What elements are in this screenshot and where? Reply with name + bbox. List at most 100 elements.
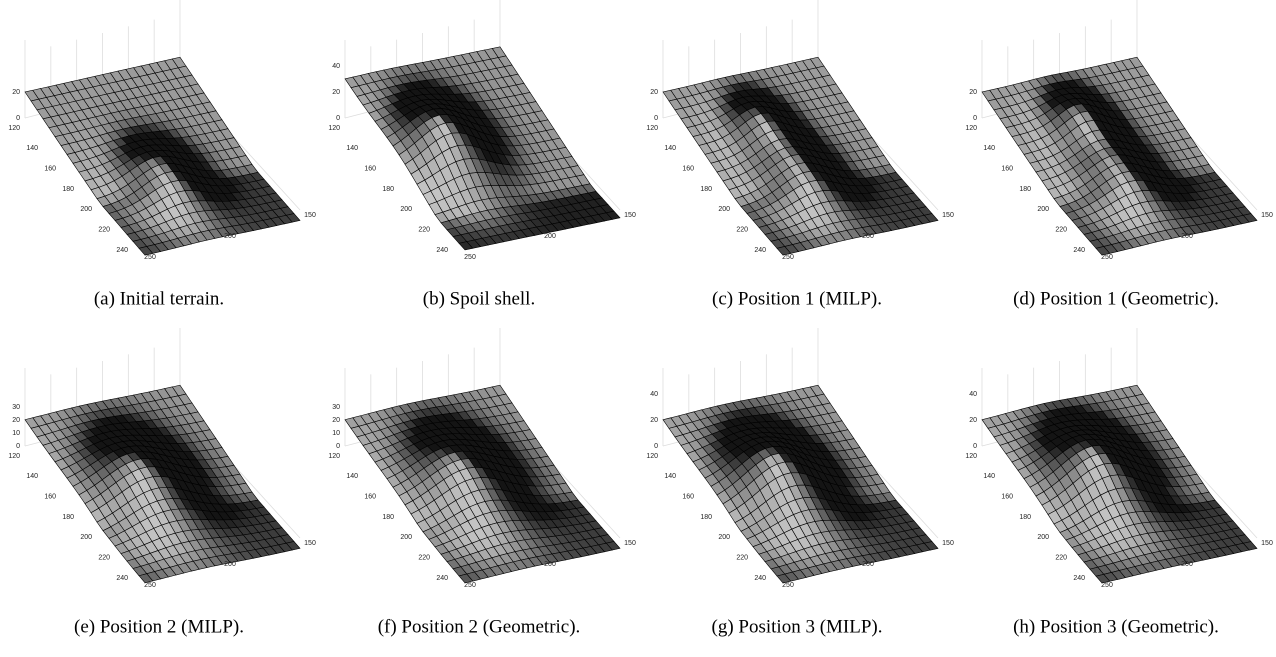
y-tick-label: 160 xyxy=(44,166,56,173)
z-tick-label: 20 xyxy=(332,89,340,96)
y-tick-label: 160 xyxy=(364,494,376,501)
x-tick-label: 250 xyxy=(1101,254,1113,261)
caption: (e) Position 2 (MILP). xyxy=(74,616,244,637)
y-tick-label: 160 xyxy=(682,166,694,173)
y-tick-label: 140 xyxy=(664,145,676,152)
x-tick-label: 250 xyxy=(464,254,476,261)
y-tick-label: 240 xyxy=(1073,247,1085,254)
y-tick-label: 120 xyxy=(646,125,658,132)
z-tick-label: 20 xyxy=(12,417,20,424)
y-tick-label: 180 xyxy=(382,514,394,521)
z-tick-label: 0 xyxy=(336,115,340,122)
z-tick-label: 40 xyxy=(650,391,658,398)
caption: (f) Position 2 (Geometric). xyxy=(378,616,581,637)
y-tick-label: 240 xyxy=(754,247,766,254)
x-tick-label: 200 xyxy=(1181,561,1193,568)
z-tick-label: 20 xyxy=(650,89,658,96)
y-tick-label: 240 xyxy=(116,575,128,582)
z-tick-label: 30 xyxy=(12,404,20,411)
y-tick-label: 120 xyxy=(328,453,340,460)
y-tick-label: 180 xyxy=(1019,186,1031,193)
y-tick-label: 140 xyxy=(346,473,358,480)
caption: (g) Position 3 (MILP). xyxy=(712,616,883,637)
y-tick-label: 200 xyxy=(718,206,730,213)
x-tick-label: 250 xyxy=(464,582,476,589)
x-tick-label: 250 xyxy=(144,254,156,261)
z-tick-label: 40 xyxy=(332,63,340,70)
z-tick-label: 0 xyxy=(973,115,977,122)
y-tick-label: 200 xyxy=(1037,206,1049,213)
y-tick-label: 140 xyxy=(983,145,995,152)
y-tick-label: 140 xyxy=(26,473,38,480)
x-tick-label: 150 xyxy=(624,540,636,547)
y-tick-label: 120 xyxy=(8,453,20,460)
x-tick-label: 250 xyxy=(782,254,794,261)
x-tick-label: 250 xyxy=(144,582,156,589)
x-tick-label: 200 xyxy=(224,561,236,568)
y-tick-label: 200 xyxy=(400,534,412,541)
y-tick-label: 220 xyxy=(418,227,430,234)
y-tick-label: 200 xyxy=(80,534,92,541)
x-tick-label: 250 xyxy=(1101,582,1113,589)
y-tick-label: 220 xyxy=(736,555,748,562)
y-tick-label: 120 xyxy=(328,125,340,132)
y-tick-label: 200 xyxy=(1037,534,1049,541)
y-tick-label: 140 xyxy=(346,145,358,152)
z-tick-label: 20 xyxy=(969,417,977,424)
y-tick-label: 220 xyxy=(98,227,110,234)
x-tick-label: 150 xyxy=(304,540,316,547)
panel: 40200120140160180200220240250200150(g) P… xyxy=(646,328,954,637)
y-tick-label: 180 xyxy=(62,186,74,193)
caption: (h) Position 3 (Geometric). xyxy=(1013,616,1219,637)
y-tick-label: 180 xyxy=(62,514,74,521)
y-tick-label: 180 xyxy=(700,514,712,521)
caption: (b) Spoil shell. xyxy=(423,288,535,309)
z-tick-label: 20 xyxy=(332,417,340,424)
caption: (d) Position 1 (Geometric). xyxy=(1013,288,1219,309)
z-tick-label: 0 xyxy=(16,443,20,450)
x-tick-label: 200 xyxy=(1181,233,1193,240)
y-tick-label: 180 xyxy=(700,186,712,193)
y-tick-label: 200 xyxy=(80,206,92,213)
figure: 200120140160180200220240250200150(a) Ini… xyxy=(0,0,1276,657)
y-tick-label: 140 xyxy=(983,473,995,480)
y-tick-label: 120 xyxy=(8,125,20,132)
z-tick-label: 20 xyxy=(969,89,977,96)
y-tick-label: 240 xyxy=(436,247,448,254)
x-tick-label: 200 xyxy=(862,561,874,568)
y-tick-label: 220 xyxy=(1055,555,1067,562)
caption: (a) Initial terrain. xyxy=(94,288,224,309)
panel: 3020100120140160180200220240250200150(e)… xyxy=(8,328,316,637)
y-tick-label: 140 xyxy=(664,473,676,480)
x-tick-label: 150 xyxy=(942,212,954,219)
x-tick-label: 150 xyxy=(1261,212,1273,219)
panel: 40200120140160180200220240250200150(b) S… xyxy=(328,0,636,309)
x-tick-label: 200 xyxy=(224,233,236,240)
y-tick-label: 160 xyxy=(44,494,56,501)
panel: 200120140160180200220240250200150(c) Pos… xyxy=(646,0,954,309)
y-tick-label: 160 xyxy=(1001,166,1013,173)
x-tick-label: 200 xyxy=(862,233,874,240)
z-tick-label: 40 xyxy=(969,391,977,398)
x-tick-label: 150 xyxy=(942,540,954,547)
y-tick-label: 140 xyxy=(26,145,38,152)
y-tick-label: 160 xyxy=(1001,494,1013,501)
y-tick-label: 180 xyxy=(382,186,394,193)
y-tick-label: 200 xyxy=(400,206,412,213)
x-tick-label: 150 xyxy=(304,212,316,219)
x-tick-label: 250 xyxy=(782,582,794,589)
y-tick-label: 220 xyxy=(418,555,430,562)
z-tick-label: 0 xyxy=(973,443,977,450)
z-tick-label: 0 xyxy=(654,443,658,450)
y-tick-label: 240 xyxy=(1073,575,1085,582)
x-tick-label: 200 xyxy=(544,561,556,568)
z-tick-label: 20 xyxy=(650,417,658,424)
y-tick-label: 160 xyxy=(364,166,376,173)
y-tick-label: 220 xyxy=(1055,227,1067,234)
x-tick-label: 150 xyxy=(1261,540,1273,547)
y-tick-label: 220 xyxy=(98,555,110,562)
caption: (c) Position 1 (MILP). xyxy=(712,288,882,309)
z-tick-label: 0 xyxy=(336,443,340,450)
z-tick-label: 0 xyxy=(654,115,658,122)
y-tick-label: 240 xyxy=(754,575,766,582)
